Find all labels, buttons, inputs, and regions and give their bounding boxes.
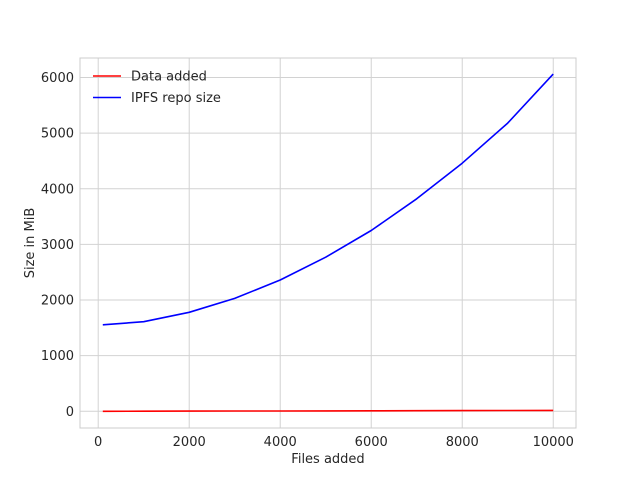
grid	[80, 58, 576, 428]
x-tick-labels: 0 2000 4000 6000 8000 10000	[94, 435, 574, 450]
series-lines	[102, 73, 554, 413]
x-axis-label: Files added	[291, 452, 364, 467]
y-tick-label: 2000	[41, 294, 74, 309]
x-tick-label: 4000	[264, 435, 297, 450]
series-line-ipfs-repo-size	[102, 73, 554, 326]
x-tick-label: 8000	[446, 435, 479, 450]
legend-label-data-added: Data added	[131, 70, 207, 85]
plot-frame	[79, 57, 577, 429]
legend: Data added IPFS repo size	[93, 70, 221, 106]
y-tick-labels: 0 1000 2000 3000 4000 5000 6000	[41, 71, 74, 420]
y-tick-label: 0	[66, 405, 74, 420]
series-line-data-added	[102, 409, 554, 413]
x-tick-label: 10000	[533, 435, 574, 450]
y-tick-label: 4000	[41, 182, 74, 197]
x-tick-label: 0	[94, 435, 102, 450]
y-tick-label: 1000	[41, 349, 74, 364]
legend-label-ipfs-repo-size: IPFS repo size	[131, 91, 221, 106]
y-axis-label: Size in MiB	[23, 208, 38, 279]
x-tick-label: 2000	[173, 435, 206, 450]
y-tick-label: 5000	[41, 127, 74, 142]
x-tick-label: 6000	[355, 435, 388, 450]
y-tick-label: 3000	[41, 238, 74, 253]
y-tick-label: 6000	[41, 71, 74, 86]
